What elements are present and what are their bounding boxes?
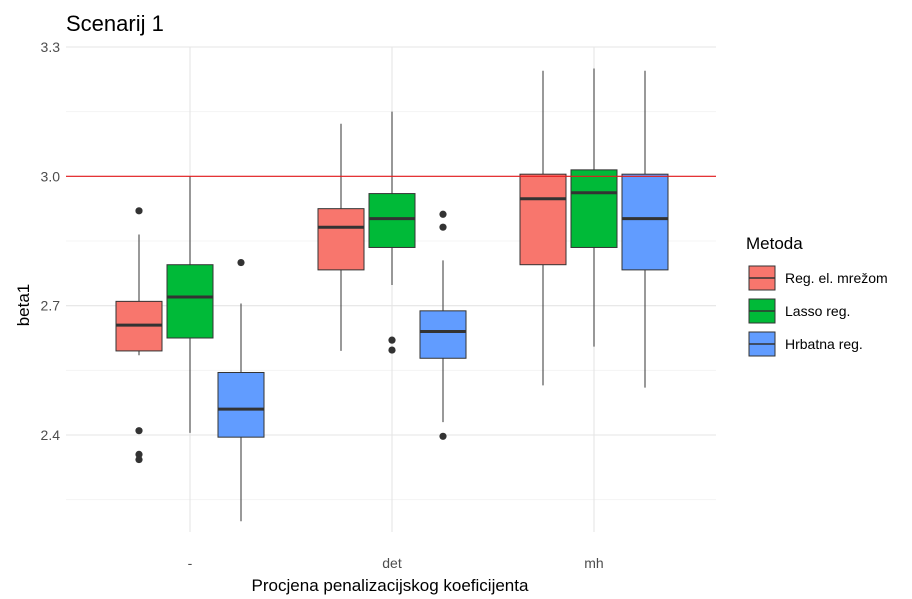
legend-item: Reg. el. mrežom	[748, 265, 888, 291]
axis-labels-group: 2.4 2.7 3.0 3.3 - det mh	[41, 39, 604, 571]
legend-label: Hrbatna reg.	[785, 336, 863, 352]
legend-label: Reg. el. mrežom	[785, 270, 888, 286]
box-body	[317, 208, 365, 271]
outlier-point	[439, 210, 447, 218]
boxes-group	[115, 68, 669, 522]
chart-title: Scenarij 1	[66, 11, 164, 36]
box-1-2	[419, 210, 467, 440]
legend-label: Lasso reg.	[785, 303, 850, 319]
y-tick-label: 2.7	[41, 298, 61, 314]
outlier-point	[135, 450, 143, 458]
box-body	[519, 173, 567, 266]
box-body	[368, 193, 416, 248]
box-body	[419, 310, 467, 359]
x-axis-title: Procjena penalizacijskog koeficijenta	[252, 576, 529, 595]
legend-item: Hrbatna reg.	[748, 331, 863, 357]
x-tick-label: -	[188, 555, 193, 571]
legend-item: Lasso reg.	[748, 298, 850, 324]
x-tick-label: mh	[584, 555, 603, 571]
y-tick-label: 2.4	[41, 427, 61, 443]
legend-title: Metoda	[746, 234, 803, 253]
box-2-2	[621, 70, 669, 388]
x-tick-label: det	[382, 555, 402, 571]
outlier-point	[135, 207, 143, 215]
y-tick-label: 3.3	[41, 39, 61, 55]
y-axis-title: beta1	[14, 284, 33, 327]
box-2-0	[519, 70, 567, 386]
box-0-1	[166, 176, 214, 433]
outlier-point	[439, 223, 447, 231]
outlier-point	[388, 346, 396, 354]
y-tick-label: 3.0	[41, 168, 61, 184]
outlier-point	[135, 455, 143, 464]
outlier-point	[439, 432, 447, 440]
outlier-point	[135, 427, 143, 435]
box-1-0	[317, 123, 365, 351]
box-1-1	[368, 111, 416, 354]
legend: Metoda Reg. el. mrežom Lasso reg. Hrbatna …	[746, 234, 888, 357]
box-0-0	[115, 207, 163, 464]
box-body	[570, 169, 618, 248]
box-2-1	[570, 68, 618, 347]
grid-lines	[66, 46, 716, 532]
box-body	[217, 371, 265, 438]
box-body	[621, 173, 669, 271]
legend-items: Reg. el. mrežom Lasso reg. Hrbatna reg.	[748, 265, 888, 357]
outlier-point	[388, 336, 396, 344]
outlier-point	[237, 258, 245, 267]
box-body	[166, 264, 214, 339]
box-0-2	[217, 258, 265, 522]
